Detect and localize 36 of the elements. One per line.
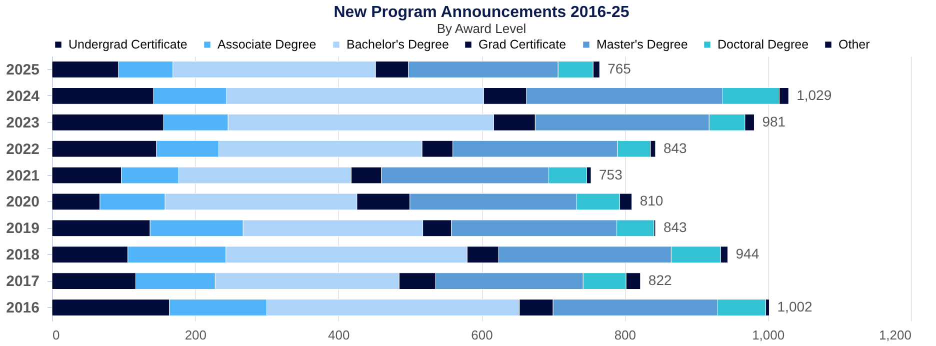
y-tick-label: 2018 — [6, 246, 40, 264]
y-tick-label: 2017 — [6, 273, 40, 290]
total-label: 1,002 — [777, 298, 813, 315]
legend-label: Undergrad Certificate — [68, 38, 188, 52]
legend-label: Grad Certificate — [478, 38, 566, 52]
total-label: 753 — [599, 166, 623, 182]
y-tick-label: 2024 — [6, 88, 40, 105]
x-tick-label: 200 — [184, 328, 207, 342]
x-tick-label: 600 — [471, 328, 493, 342]
total-label: 765 — [608, 60, 632, 76]
legend-label: Associate Degree — [218, 38, 316, 52]
y-tick-label: 2019 — [6, 220, 40, 238]
y-tick-label: 2020 — [6, 194, 40, 211]
legend-label: Other — [838, 38, 870, 52]
legend-label: Bachelor's Degree — [346, 38, 449, 52]
total-label: 1,029 — [796, 86, 832, 103]
total-label: 810 — [640, 192, 664, 209]
y-tick-label: 2022 — [6, 140, 40, 158]
chart-subtitle: By Award Level — [436, 21, 526, 36]
x-tick-label: 0 — [52, 328, 60, 342]
x-tick-label: 1,200 — [878, 328, 912, 342]
x-tick-label: 800 — [614, 328, 636, 342]
y-tick-label: 2023 — [6, 114, 40, 132]
total-label: 822 — [648, 272, 672, 288]
y-tick-label: 2021 — [6, 167, 40, 184]
y-tick-label: 2025 — [6, 61, 40, 78]
chart-title: New Program Announcements 2016-25 — [334, 4, 630, 21]
y-tick-label: 2016 — [6, 300, 40, 317]
legend-label: Doctoral Degree — [718, 38, 809, 52]
total-label: 843 — [663, 140, 688, 156]
total-label: 944 — [736, 246, 760, 262]
total-label: 981 — [762, 113, 786, 130]
x-tick-label: 400 — [328, 328, 350, 342]
x-tick-label: 1,000 — [752, 328, 785, 342]
total-label: 843 — [663, 219, 688, 236]
legend-label: Master's Degree — [596, 38, 688, 52]
